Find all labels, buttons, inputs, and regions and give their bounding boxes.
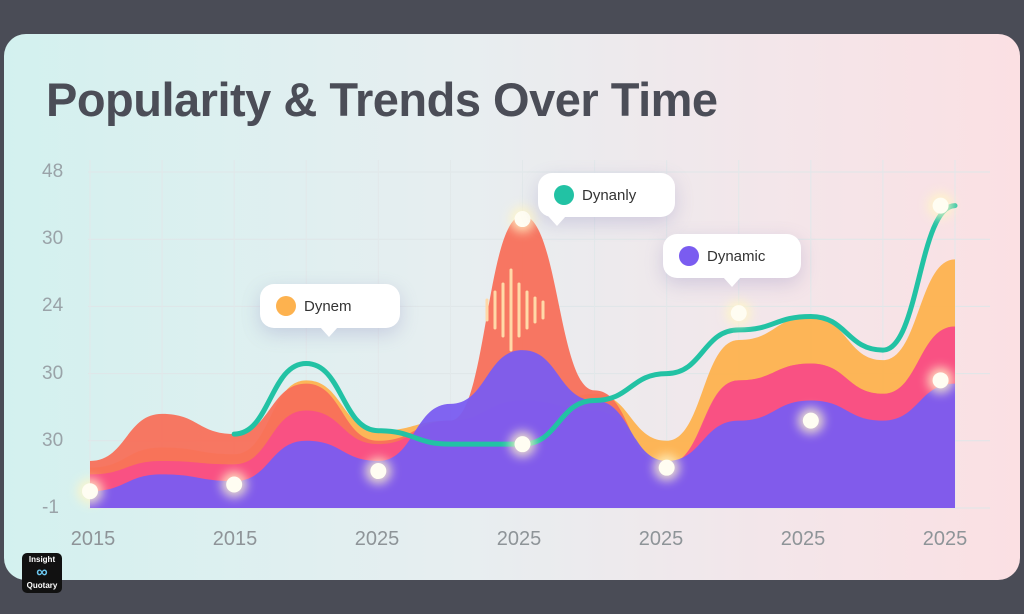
brand-logo: Insight ∞ Quotary (22, 553, 62, 593)
data-marker (658, 459, 675, 476)
data-marker (514, 211, 531, 228)
chart-title: Popularity & Trends Over Time (46, 73, 718, 126)
data-marker (802, 412, 819, 429)
legend-dot (554, 185, 574, 205)
x-tick-label: 2015 (70, 528, 116, 550)
annotation-callout: Dynamic (663, 234, 801, 287)
annotation-callout: Dynem (260, 284, 400, 337)
x-tick-label: 2025 (496, 528, 542, 550)
y-tick-label: 24 (42, 295, 64, 317)
y-tick-label: 48 (42, 161, 64, 182)
y-tick-label: -1 (42, 497, 59, 518)
x-tick-label: 2015 (212, 528, 258, 550)
x-tick-label: 2025 (638, 528, 684, 550)
data-marker (370, 463, 387, 480)
y-tick-label: 30 (42, 228, 64, 250)
trend-line (231, 203, 958, 447)
x-tick-label: 2025 (354, 528, 400, 550)
x-tick-label: 2025 (780, 528, 826, 550)
data-marker (514, 436, 531, 453)
data-marker (730, 305, 747, 322)
data-marker (226, 476, 243, 493)
annotation-label: Dynem (304, 297, 352, 315)
y-tick-label: 30 (42, 429, 64, 451)
data-marker (82, 483, 98, 500)
annotation-label: Dynamic (707, 247, 766, 265)
infinity-icon: ∞ (36, 564, 48, 581)
data-marker (932, 372, 949, 389)
data-marker (932, 197, 949, 214)
y-tick-label: 30 (42, 362, 64, 384)
x-tick-label: 2025 (922, 528, 968, 550)
annotation-label: Dynanly (582, 186, 637, 204)
area-series (90, 350, 955, 508)
legend-dot (679, 246, 699, 266)
annotation-callout: Dynanly (538, 173, 675, 226)
legend-dot (276, 296, 296, 316)
